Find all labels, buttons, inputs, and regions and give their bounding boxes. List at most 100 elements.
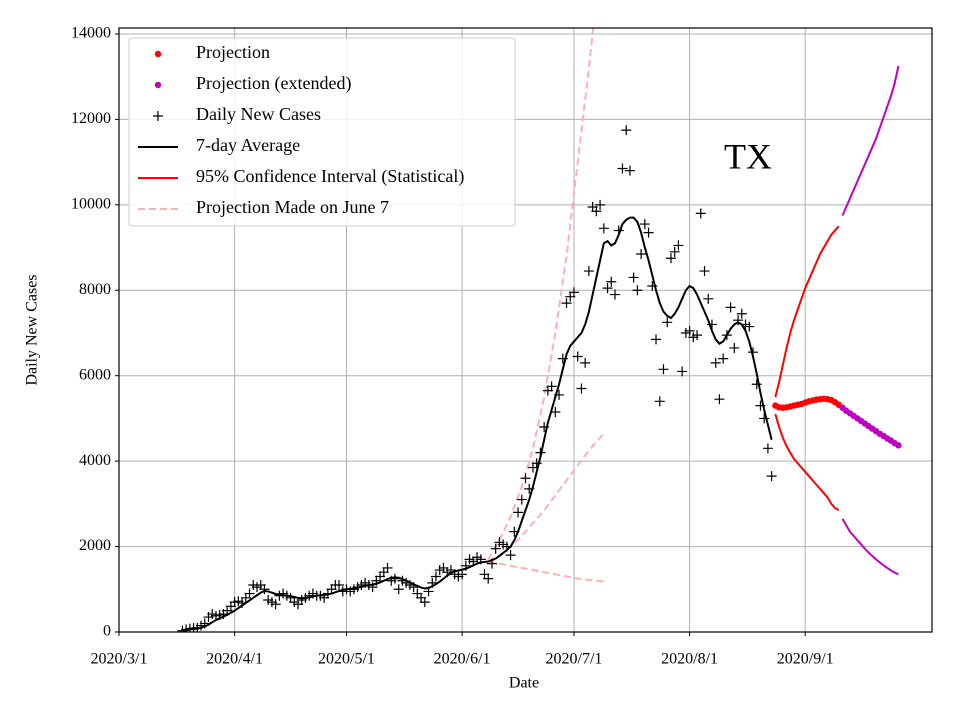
case-marker bbox=[636, 248, 647, 259]
case-marker bbox=[389, 573, 400, 584]
case-marker bbox=[665, 253, 676, 264]
case-marker bbox=[706, 319, 717, 330]
case-marker bbox=[568, 287, 579, 298]
extended-interval-upper bbox=[841, 65, 900, 216]
legend-swatch bbox=[154, 81, 162, 89]
case-marker bbox=[647, 281, 658, 292]
y-tick-label: 6000 bbox=[79, 366, 111, 383]
case-marker bbox=[628, 272, 639, 283]
x-tick-label: 2020/8/1 bbox=[661, 651, 718, 668]
interval-upper bbox=[774, 225, 840, 398]
y-tick-label: 4000 bbox=[79, 452, 111, 469]
case-marker bbox=[718, 353, 729, 364]
case-marker bbox=[460, 560, 471, 571]
case-marker bbox=[751, 379, 762, 390]
case-marker bbox=[643, 227, 654, 238]
case-marker bbox=[759, 413, 770, 424]
legend-box bbox=[128, 37, 516, 227]
y-tick-label: 0 bbox=[103, 623, 111, 640]
annotation: TX bbox=[724, 136, 772, 176]
x-tick-label: 2020/6/1 bbox=[434, 651, 491, 668]
interval-lower bbox=[774, 413, 840, 512]
legend-label: Projection bbox=[196, 42, 270, 62]
case-marker bbox=[486, 558, 497, 569]
case-marker bbox=[554, 389, 565, 400]
x-tick-label: 2020/7/1 bbox=[546, 651, 603, 668]
legend-swatch bbox=[153, 111, 163, 121]
case-marker bbox=[199, 618, 210, 629]
case-marker bbox=[736, 308, 747, 319]
case-marker bbox=[747, 347, 758, 358]
projection-point bbox=[895, 442, 902, 449]
case-marker bbox=[725, 302, 736, 313]
case-marker bbox=[513, 507, 524, 518]
case-marker bbox=[721, 330, 732, 341]
case-marker bbox=[580, 357, 591, 368]
case-marker bbox=[520, 473, 531, 484]
y-tick-label: 12000 bbox=[71, 110, 111, 127]
case-marker bbox=[475, 554, 486, 565]
case-marker bbox=[244, 588, 255, 599]
y-axis-label: Daily New Cases bbox=[24, 274, 41, 385]
case-marker bbox=[624, 165, 635, 176]
case-marker bbox=[531, 458, 542, 469]
x-tick-label: 2020/4/1 bbox=[206, 651, 263, 668]
case-marker bbox=[755, 400, 766, 411]
axes-frame bbox=[118, 27, 933, 633]
case-marker bbox=[662, 317, 673, 328]
case-marker bbox=[766, 471, 777, 482]
x-tick-label: 2020/3/1 bbox=[91, 651, 148, 668]
case-marker bbox=[516, 494, 527, 505]
case-marker bbox=[490, 543, 501, 554]
case-marker bbox=[744, 321, 755, 332]
june7-lower bbox=[488, 560, 604, 583]
case-marker bbox=[673, 240, 684, 251]
case-marker bbox=[557, 353, 568, 364]
legend-label: 95% Confidence Interval (Statistical) bbox=[196, 166, 464, 187]
case-marker bbox=[535, 447, 546, 458]
case-marker bbox=[733, 315, 744, 326]
case-marker bbox=[423, 586, 434, 597]
case-marker bbox=[703, 293, 714, 304]
case-marker bbox=[561, 298, 572, 309]
case-marker bbox=[658, 364, 669, 375]
x-axis-label: Date bbox=[509, 675, 539, 692]
case-marker bbox=[591, 206, 602, 217]
case-marker bbox=[457, 569, 468, 580]
case-marker bbox=[762, 443, 773, 454]
case-marker bbox=[639, 219, 650, 230]
case-marker bbox=[602, 283, 613, 294]
x-tick-label: 2020/5/1 bbox=[318, 651, 375, 668]
case-marker bbox=[598, 223, 609, 234]
case-marker bbox=[613, 225, 624, 236]
case-marker bbox=[550, 407, 561, 418]
extended-interval-lower bbox=[841, 518, 899, 576]
case-marker bbox=[710, 357, 721, 368]
case-marker bbox=[684, 325, 695, 336]
case-marker bbox=[237, 597, 248, 608]
case-marker bbox=[699, 266, 710, 277]
case-marker bbox=[695, 208, 706, 219]
legend-label: 7-day Average bbox=[196, 135, 300, 155]
x-tick-label: 2020/9/1 bbox=[777, 651, 834, 668]
y-tick-label: 8000 bbox=[79, 281, 111, 298]
plot-area bbox=[177, 28, 902, 632]
case-marker bbox=[334, 580, 345, 591]
legend-label: Projection Made on June 7 bbox=[196, 197, 389, 217]
case-marker bbox=[576, 383, 587, 394]
case-marker bbox=[501, 541, 512, 552]
case-marker bbox=[430, 571, 441, 582]
case-marker bbox=[572, 351, 583, 362]
legend: Projection Projection (extended) Daily New… bbox=[128, 37, 516, 227]
case-marker bbox=[621, 125, 632, 136]
case-marker bbox=[419, 597, 430, 608]
case-marker bbox=[270, 599, 281, 610]
legend-label: Projection (extended) bbox=[196, 73, 351, 94]
case-marker bbox=[617, 163, 628, 174]
case-marker bbox=[539, 421, 550, 432]
case-marker bbox=[427, 577, 438, 588]
y-tick-label: 2000 bbox=[79, 537, 111, 554]
case-marker bbox=[546, 381, 557, 392]
